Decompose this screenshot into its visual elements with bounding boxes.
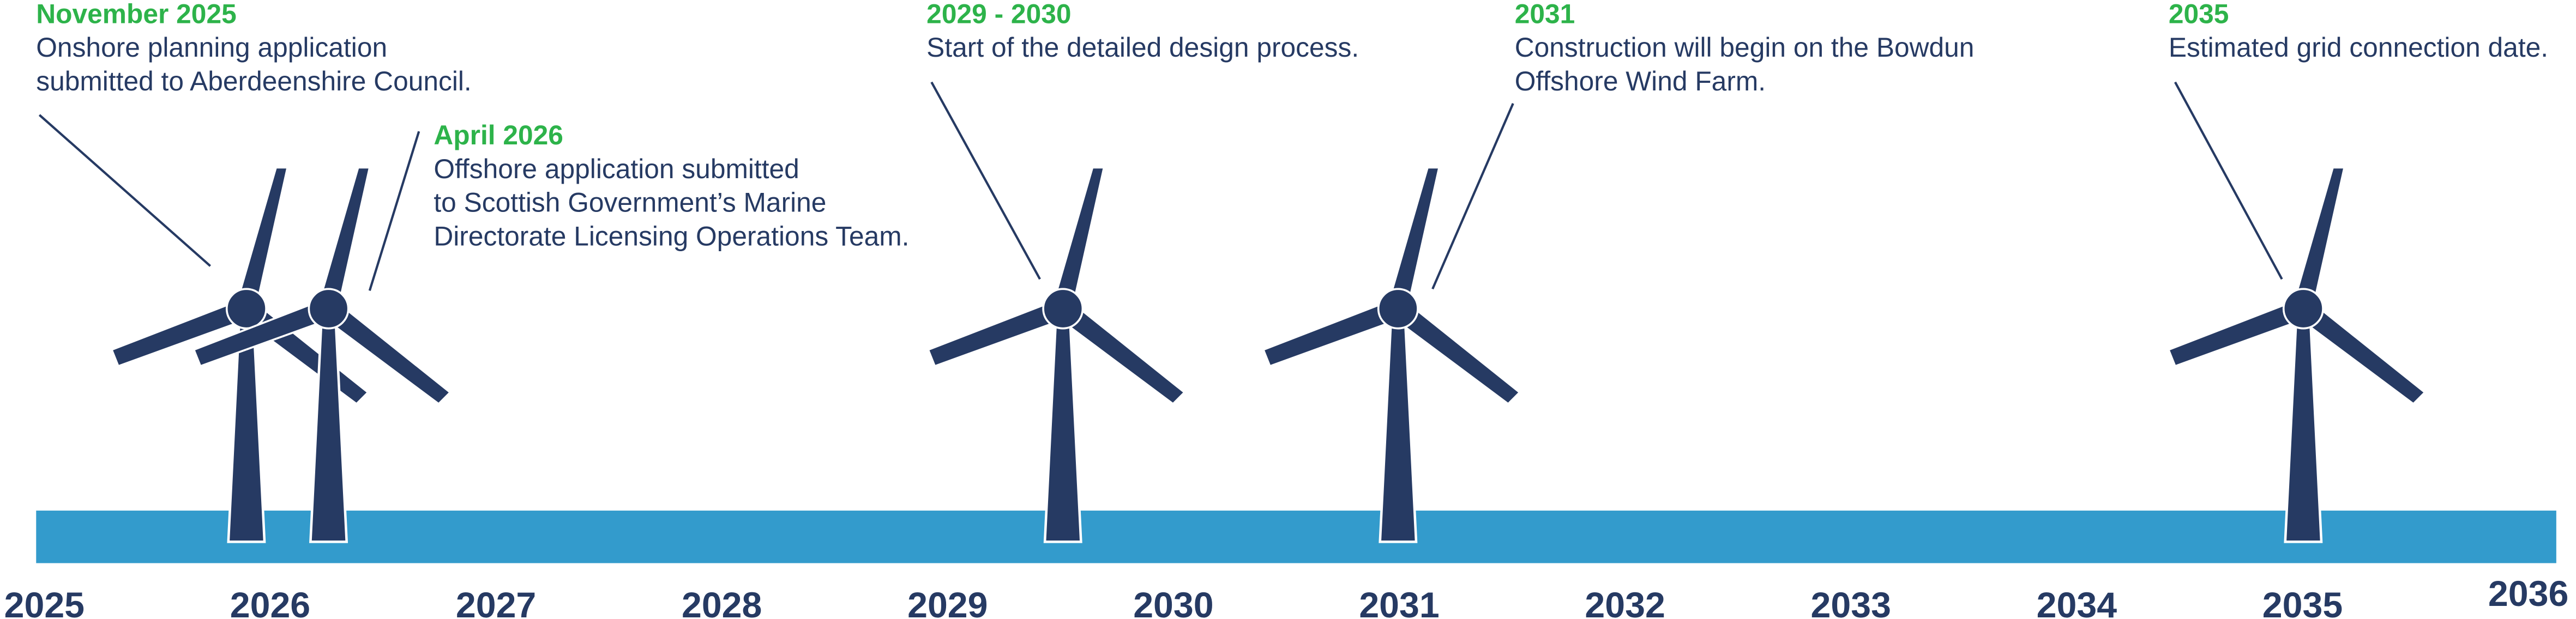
year-label: 2034 [2037, 585, 2117, 619]
sea [36, 511, 2556, 563]
milestones: November 2025 Onshore planning applicatio… [36, 0, 2548, 252]
leader-line [930, 81, 1041, 280]
year-axis: 2025 2026 2027 2028 2029 2030 2031 2032 2033 2034… [4, 574, 2569, 619]
year-label: 2032 [1585, 585, 1665, 619]
turbine [1263, 167, 1520, 542]
year-label: 2027 [456, 585, 536, 619]
milestone-text: Offshore application submitted [434, 154, 799, 184]
year-label: 2036 [2488, 574, 2568, 614]
year-label: 2031 [1359, 585, 1439, 619]
milestone-date: 2035 [2169, 0, 2229, 29]
milestone-text: Onshore planning application [36, 32, 387, 63]
year-label: 2025 [4, 585, 85, 619]
milestone-date: November 2025 [36, 0, 236, 29]
year-label: 2033 [1811, 585, 1891, 619]
milestone-text: Start of the detailed design process. [926, 32, 1359, 63]
leader-line [368, 131, 420, 291]
milestone-date: April 2026 [434, 120, 563, 150]
milestone-text: Construction will begin on the Bowdun [1515, 32, 1975, 63]
milestone-text: submitted to Aberdeenshire Council. [36, 66, 471, 96]
year-label: 2029 [907, 585, 988, 619]
year-label: 2030 [1133, 585, 1213, 619]
milestone-text: Offshore Wind Farm. [1515, 66, 1766, 96]
milestone-text: Estimated grid connection date. [2169, 32, 2548, 63]
leader-line [38, 114, 212, 267]
leader-line [1431, 103, 1514, 290]
turbine [928, 167, 1184, 542]
year-label: 2035 [2262, 585, 2343, 619]
milestone-date: 2031 [1515, 0, 1575, 29]
milestone-text: Directorate Licensing Operations Team. [434, 221, 909, 252]
year-label: 2028 [682, 585, 762, 619]
leader-line [2174, 81, 2283, 280]
milestone-text: to Scottish Government’s Marine [434, 187, 826, 218]
turbine [2169, 167, 2425, 542]
milestone-date: 2029 - 2030 [926, 0, 1071, 29]
year-label: 2026 [230, 585, 310, 619]
